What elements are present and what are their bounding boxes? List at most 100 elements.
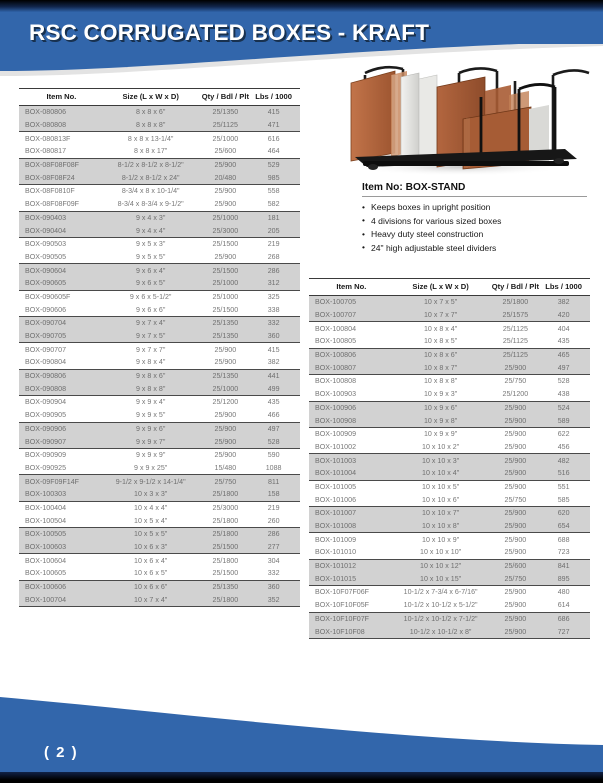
cell-item-no: BOX-100704 — [19, 593, 104, 608]
table-row: BOX-100906 10 x 9 x 6" 25/900 524 — [309, 400, 590, 415]
cell-lbs: 528 — [543, 374, 590, 388]
cell-item-no: BOX-100805 — [315, 337, 357, 346]
cell-qty: 25/900 — [487, 426, 544, 441]
cell-item-no: BOX-100505 — [19, 526, 104, 541]
cell-size: 10 x 10 x 7" — [393, 505, 488, 520]
cell-qty: 25/900 — [504, 601, 527, 610]
cell-lbs: 435 — [253, 395, 300, 409]
cell-item-no: BOX-100807 — [309, 361, 394, 375]
cell-qty: 25/900 — [197, 447, 254, 462]
cell-qty: 25/1500 — [197, 540, 254, 554]
column-header-item-no: Item No. — [309, 278, 394, 296]
cell-lbs: 841 — [543, 558, 590, 573]
table-row: BOX-090704 9 x 7 x 4" 25/1350 332 — [19, 315, 300, 330]
cell-item-no: BOX-100404 — [19, 500, 104, 515]
table-row: BOX-090503 9 x 5 x 3" 25/1500 219 — [19, 236, 300, 251]
cell-size: 10-1/2 x 10-1/2 x 8" — [393, 625, 488, 639]
cell-item-no: BOX-101007 — [309, 505, 394, 520]
cell-item-no: BOX-090808 — [19, 382, 104, 396]
table-row: BOX-101007 10 x 10 x 7" 25/900 620 — [309, 505, 590, 520]
cell-size: 10 x 10 x 5" — [393, 479, 488, 494]
column-header-lbs: Lbs / 1000 — [543, 278, 590, 296]
table-row: BOX-090606 9 x 6 x 6" 25/1500 338 — [19, 303, 300, 316]
cell-size: 9 x 5 x 5" — [136, 252, 166, 261]
cell-lbs: 686 — [543, 611, 590, 626]
table-row: BOX-080808 8 x 8 x 8" 25/1125 471 — [19, 118, 300, 132]
cell-lbs: 260 — [267, 516, 280, 525]
cell-lbs: 1088 — [265, 463, 282, 472]
cell-lbs: 482 — [543, 453, 590, 467]
table-row: BOX-101010 10 x 10 x 10" 25/900 723 — [309, 546, 590, 559]
cell-size: 10 x 10 x 6" — [422, 495, 460, 504]
cell-size: 10 x 10 x 2" — [422, 442, 460, 451]
cell-lbs: 277 — [253, 540, 300, 554]
cell-lbs: 616 — [253, 131, 300, 146]
cell-size: 10 x 6 x 6" — [103, 579, 198, 594]
cell-qty: 25/1800 — [197, 526, 254, 541]
table-row: BOX-10F10F05F 10-1/2 x 10-1/2 x 5-1/2" 25/… — [309, 599, 590, 612]
cell-item-no: BOX-10F10F05F — [315, 601, 370, 610]
cell-qty: 25/750 — [197, 474, 254, 488]
table-row: BOX-10F07F06F 10-1/2 x 7-3/4 x 6-7/16" 25/… — [309, 585, 590, 599]
cell-lbs: 471 — [253, 118, 300, 132]
table-row: BOX-100604 10 x 6 x 4" 25/1800 304 — [19, 553, 300, 568]
cell-item-no: BOX-08F08F09F — [25, 200, 80, 209]
product-feature-item: 24" high adjustable steel dividers — [362, 242, 587, 257]
cell-item-no: BOX-090505 — [25, 252, 67, 261]
cell-item-no: BOX-080817 — [25, 147, 67, 156]
cell-lbs: 497 — [543, 361, 590, 375]
table-row: BOX-08F08F09F 8-3/4 x 8-3/4 x 9-1/2" 25/90… — [19, 198, 300, 211]
cell-item-no: BOX-10F10F08 — [309, 625, 394, 639]
header-swoosh — [0, 44, 603, 96]
cell-size: 10 x 5 x 4" — [134, 516, 168, 525]
cell-lbs: 480 — [543, 585, 590, 599]
footer-dark-band — [0, 772, 603, 783]
cell-qty: 25/1125 — [487, 347, 544, 362]
cell-lbs: 497 — [253, 421, 300, 436]
cell-lbs: 723 — [557, 548, 570, 557]
product-table-left: Item No. Size (L x W x D) Qty / Bdl / Pl… — [19, 88, 300, 608]
cell-item-no: BOX-100908 — [309, 414, 394, 428]
table-row: BOX-100704 10 x 7 x 4" 25/1800 352 — [19, 593, 300, 608]
cell-lbs: 420 — [543, 308, 590, 322]
cell-item-no: BOX-090404 — [19, 224, 104, 238]
cell-lbs: 435 — [557, 337, 570, 346]
table-row: BOX-100806 10 x 8 x 6" 25/1125 465 — [309, 347, 590, 362]
cell-size: 8-3/4 x 8-3/4 x 9-1/2" — [117, 200, 184, 209]
cell-size: 10 x 10 x 4" — [393, 466, 488, 481]
cell-lbs: 524 — [543, 400, 590, 415]
cell-size: 9 x 4 x 3" — [103, 210, 198, 225]
cell-qty: 25/900 — [214, 200, 237, 209]
cell-size: 10 x 10 x 3" — [393, 453, 488, 467]
table-row: BOX-090904 9 x 9 x 4" 25/1200 435 — [19, 395, 300, 409]
cell-qty: 25/600 — [487, 558, 544, 573]
table-row: BOX-100404 10 x 4 x 4" 25/3000 219 — [19, 500, 300, 515]
table-row: BOX-100505 10 x 5 x 5" 25/1800 286 — [19, 526, 300, 541]
cell-lbs: 219 — [253, 500, 300, 515]
column-header-item-no: Item No. — [19, 88, 104, 106]
cell-item-no: BOX-100504 — [25, 516, 67, 525]
table-row: BOX-101009 10 x 10 x 9" 25/900 688 — [309, 532, 590, 547]
cell-lbs: 312 — [253, 276, 300, 291]
product-feature-item: 4 divisions for various sized boxes — [362, 215, 587, 230]
cell-item-no: BOX-100806 — [309, 347, 394, 362]
cell-size: 10 x 10 x 9" — [393, 532, 488, 547]
cell-size: 9 x 5 x 3" — [103, 236, 198, 251]
cell-qty: 25/900 — [197, 435, 254, 449]
cell-qty: 25/900 — [197, 421, 254, 436]
cell-qty: 25/900 — [487, 453, 544, 467]
table-row: BOX-09F09F14F 9-1/2 x 9-1/2 x 14-1/4" 25/7… — [19, 474, 300, 488]
table-row: BOX-090707 9 x 7 x 7" 25/900 415 — [19, 342, 300, 357]
cell-item-no: BOX-100604 — [19, 553, 104, 568]
table-row: BOX-101012 10 x 10 x 12" 25/600 841 — [309, 558, 590, 573]
cell-item-no: BOX-090904 — [19, 395, 104, 409]
cell-size: 10 x 7 x 5" — [393, 295, 488, 309]
cell-lbs: 304 — [253, 553, 300, 568]
cell-lbs: 654 — [543, 519, 590, 533]
cell-item-no: BOX-090604 — [19, 263, 104, 277]
cell-item-no: BOX-101006 — [315, 495, 357, 504]
cell-item-no: BOX-08F08F08F — [19, 157, 104, 172]
table-row: BOX-090909 9 x 9 x 9" 25/900 590 — [19, 447, 300, 462]
cell-qty: 20/480 — [197, 171, 254, 185]
cell-lbs: 551 — [543, 479, 590, 494]
